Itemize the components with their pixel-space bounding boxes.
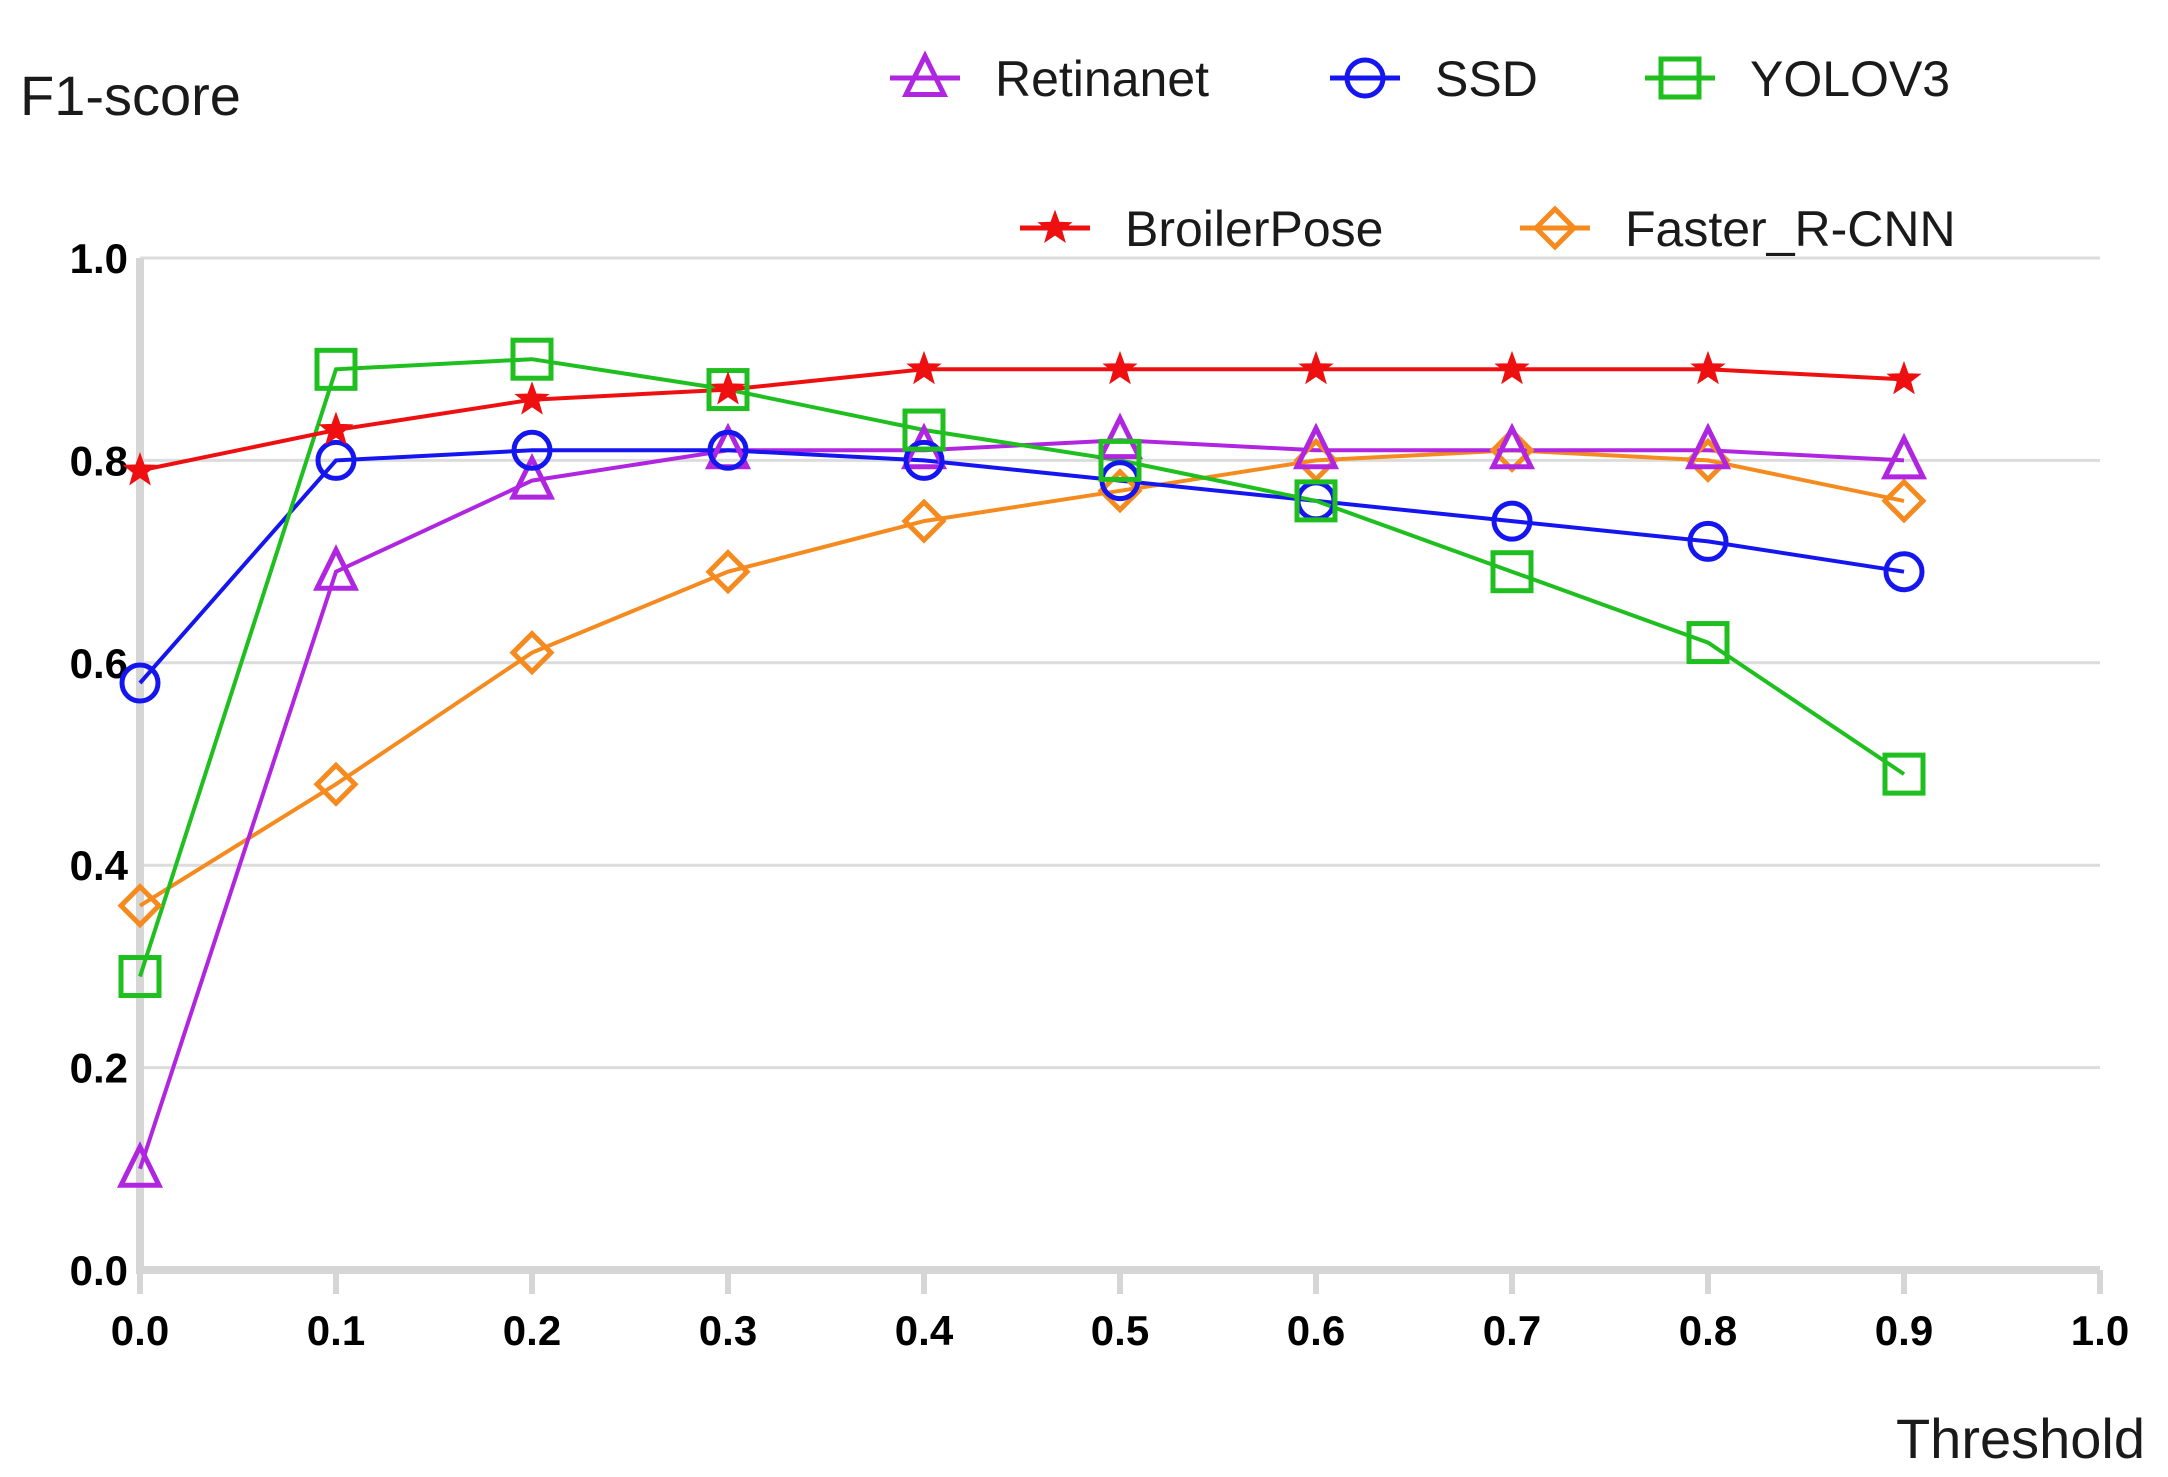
data-point-broilerpose (1886, 360, 1922, 395)
data-point-faster-r-cnn (705, 549, 751, 595)
x-axis-label: Threshold (1896, 1407, 2145, 1470)
data-point-retinanet (312, 544, 360, 591)
y-axis-label: F1-score (20, 64, 241, 127)
series-markers (116, 337, 1928, 1188)
legend-entry-yolov3: YOLOV3 (1645, 51, 1950, 107)
x-tick-label: 0.5 (1091, 1307, 1149, 1354)
y-tick-label: 0.2 (70, 1045, 128, 1092)
data-point-faster-r-cnn (1097, 468, 1143, 514)
data-point-retinanet (116, 1141, 164, 1188)
data-point-yolov3 (118, 955, 162, 999)
legend-entry-broilerpose: BroilerPose (1020, 201, 1383, 257)
series-line-ssd (138, 448, 1905, 685)
series-lines (138, 357, 1906, 1170)
y-tick-label: 0.4 (70, 842, 129, 889)
legend-label-retinanet: Retinanet (995, 51, 1209, 107)
legend-entry-faster-r-cnn: Faster_R-CNN (1520, 201, 1956, 257)
data-point-yolov3 (1294, 479, 1338, 523)
data-point-yolov3 (1490, 550, 1534, 594)
data-point-broilerpose (1690, 350, 1726, 385)
legend-marker-faster-r-cnn (1532, 205, 1578, 251)
data-point-retinanet (1292, 422, 1340, 470)
x-tick-label: 0.2 (503, 1307, 561, 1354)
x-tick-label: 0.1 (307, 1307, 365, 1354)
data-point-faster-r-cnn (1881, 478, 1927, 524)
data-point-ssd (511, 429, 553, 471)
data-point-yolov3 (902, 408, 946, 452)
data-point-yolov3 (510, 337, 554, 381)
data-point-ssd (119, 662, 161, 704)
data-point-ssd (903, 439, 945, 481)
y-tick-label: 0.6 (70, 640, 128, 687)
x-tick-label: 0.4 (895, 1307, 954, 1354)
data-point-broilerpose (1494, 350, 1530, 385)
data-point-faster-r-cnn (509, 630, 555, 676)
data-point-yolov3 (1098, 438, 1142, 482)
legend-label-broilerpose: BroilerPose (1125, 201, 1383, 257)
x-tick-label: 0.3 (699, 1307, 757, 1354)
data-point-ssd (1883, 551, 1925, 593)
legend-marker-broilerpose (1037, 209, 1073, 243)
x-tick-label: 0.6 (1287, 1307, 1345, 1354)
series-line-yolov3 (138, 357, 1906, 978)
legend-label-ssd: SSD (1435, 51, 1538, 107)
data-point-retinanet (1096, 412, 1144, 460)
data-point-retinanet (1488, 422, 1536, 470)
data-point-broilerpose (906, 350, 942, 385)
data-point-faster-r-cnn (313, 761, 359, 807)
legend-marker-ssd (1344, 57, 1386, 99)
legend-entry-retinanet: Retinanet (890, 50, 1209, 107)
data-point-yolov3 (314, 347, 358, 391)
data-point-broilerpose (710, 371, 746, 405)
grid-lines (140, 256, 2100, 1070)
data-point-broilerpose (514, 381, 550, 415)
data-point-yolov3 (706, 368, 750, 412)
data-point-retinanet (508, 452, 556, 500)
data-point-ssd (1687, 520, 1729, 562)
y-tick-label: 0.8 (70, 437, 128, 484)
data-point-ssd (707, 429, 749, 471)
data-point-yolov3 (1882, 752, 1926, 796)
x-tick-label: 0.7 (1483, 1307, 1541, 1354)
y-tick-label: 1.0 (70, 235, 128, 282)
data-point-broilerpose (1298, 350, 1334, 385)
series-line-retinanet (138, 438, 1905, 1170)
x-tick-label: 0.8 (1679, 1307, 1737, 1354)
data-point-broilerpose (318, 411, 354, 445)
x-tick-label: 0.9 (1875, 1307, 1933, 1354)
data-point-retinanet (1684, 422, 1732, 470)
data-point-broilerpose (1102, 350, 1138, 385)
legend-entry-ssd: SSD (1330, 51, 1538, 107)
data-point-retinanet (1880, 432, 1928, 480)
legend: Retinanet SSD YOLOV3 BroilerPose Faster_R-CN… (890, 50, 1956, 257)
legend-marker-retinanet (901, 50, 949, 97)
legend-marker-yolov3 (1658, 56, 1702, 100)
data-point-ssd (1491, 500, 1533, 542)
series-line-broilerpose (139, 367, 1905, 473)
data-point-yolov3 (1686, 621, 1730, 665)
axes: 0.0 0.1 0.2 0.3 0.4 0.5 0.6 0.7 0.8 0.9 1.0 0.0 0.2 0… (70, 235, 2130, 1354)
series-line-faster-r-cnn (138, 448, 1905, 908)
data-point-faster-r-cnn (117, 883, 163, 929)
data-point-faster-r-cnn (901, 498, 947, 544)
legend-label-yolov3: YOLOV3 (1750, 51, 1950, 107)
legend-label-faster-r-cnn: Faster_R-CNN (1625, 201, 1956, 257)
y-tick-label: 0.0 (70, 1247, 128, 1294)
x-tick-label: 1.0 (2071, 1307, 2129, 1354)
data-point-broilerpose (122, 452, 158, 486)
data-point-ssd (315, 439, 357, 481)
x-tick-label: 0.0 (111, 1307, 169, 1354)
